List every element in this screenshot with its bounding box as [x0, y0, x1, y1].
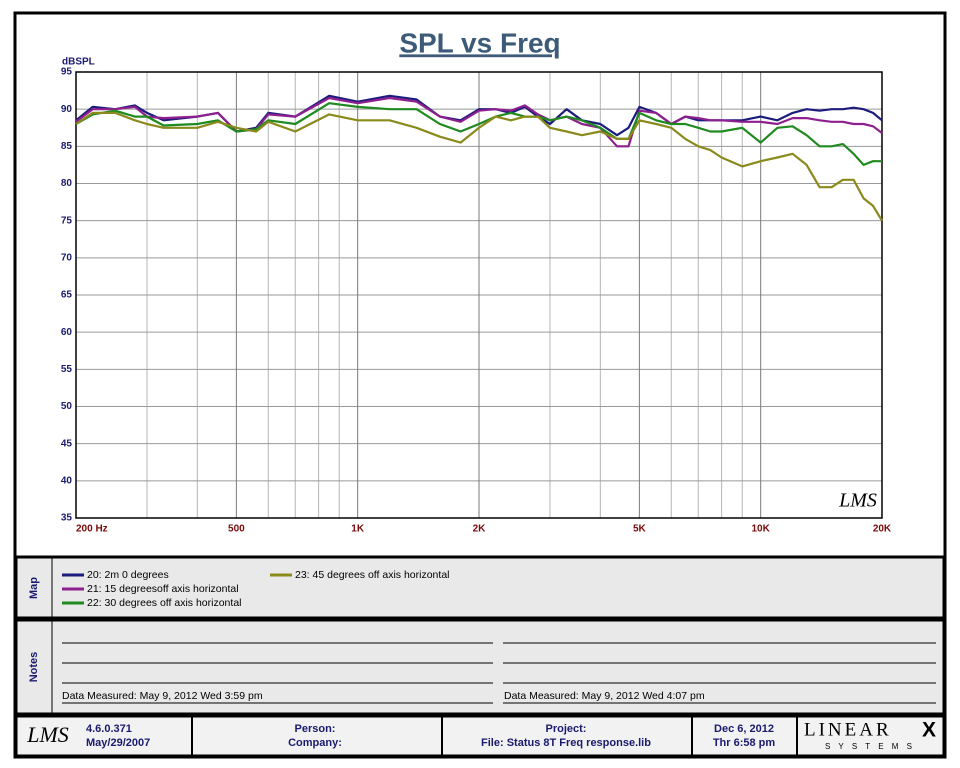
brand: LINEAR: [804, 719, 892, 740]
y-tick-label: 35: [61, 513, 73, 524]
panel-label: Map: [28, 577, 40, 599]
date: Dec 6, 2012: [714, 723, 774, 735]
y-axis-label: dBSPL: [62, 57, 95, 68]
y-tick-label: 40: [61, 475, 73, 486]
y-tick-label: 50: [61, 401, 73, 412]
x-tick-label: 200 Hz: [76, 524, 108, 535]
y-tick-label: 70: [61, 252, 73, 263]
x-tick-label: 5K: [633, 524, 647, 535]
version-date: May/29/2007: [86, 737, 150, 749]
version: 4.6.0.371: [86, 723, 132, 735]
y-tick-label: 55: [61, 364, 73, 375]
x-tick-label: 500: [228, 524, 245, 535]
footer-logo: LMS: [26, 722, 69, 747]
legend-label: 20: 2m 0 degrees: [87, 569, 169, 581]
note-lines: [62, 642, 936, 704]
x-tick-label: 1K: [351, 524, 365, 535]
x-tick-label: 10K: [752, 524, 771, 535]
y-tick-label: 80: [61, 178, 73, 189]
legend-label: 23: 45 degrees off axis horizontal: [295, 569, 450, 581]
footer-dividers: [191, 716, 798, 756]
note-stamp: Data Measured: May 9, 2012 Wed 4:07 pm: [504, 690, 705, 702]
company: Company:: [288, 737, 342, 749]
y-tick-label: 75: [61, 215, 73, 226]
y-tick-label: 90: [61, 104, 73, 115]
y-tick-label: 65: [61, 290, 73, 301]
file: File: Status 8T Freq response.lib: [481, 737, 651, 749]
panel-label: Notes: [28, 652, 40, 683]
time: Thr 6:58 pm: [713, 737, 776, 749]
project: Project:: [546, 723, 587, 735]
watermark: LMS: [838, 490, 877, 512]
x-tick-label: 20K: [873, 524, 892, 535]
plot: 35 40 45 50 55 60 65 70 75 80 85 90 95 200 Hz 500 1K 2K 5…: [61, 67, 892, 535]
map-panel: [14, 555, 946, 620]
chart-title: SPL vs Freq: [399, 27, 560, 58]
x-tick-label: 2K: [473, 524, 487, 535]
brand-sub: S Y S T E M S: [825, 742, 915, 751]
legend-label: 22: 30 degrees off axis horizontal: [87, 597, 242, 609]
person: Person:: [295, 723, 336, 735]
plot-border: [75, 71, 883, 519]
brand-mark: X: [922, 719, 936, 742]
note-stamp: Data Measured: May 9, 2012 Wed 3:59 pm: [62, 690, 263, 702]
footer-panel: [14, 714, 946, 758]
y-tick-label: 45: [61, 438, 73, 449]
series-line: [75, 102, 882, 166]
notes-panel: [14, 618, 946, 716]
series-line: [75, 111, 883, 222]
legend-label: 21: 15 degreesoff axis horizontal: [87, 583, 239, 595]
y-tick-label: 60: [61, 327, 73, 338]
y-tick-label: 95: [61, 67, 73, 78]
y-tick-label: 85: [61, 141, 73, 152]
